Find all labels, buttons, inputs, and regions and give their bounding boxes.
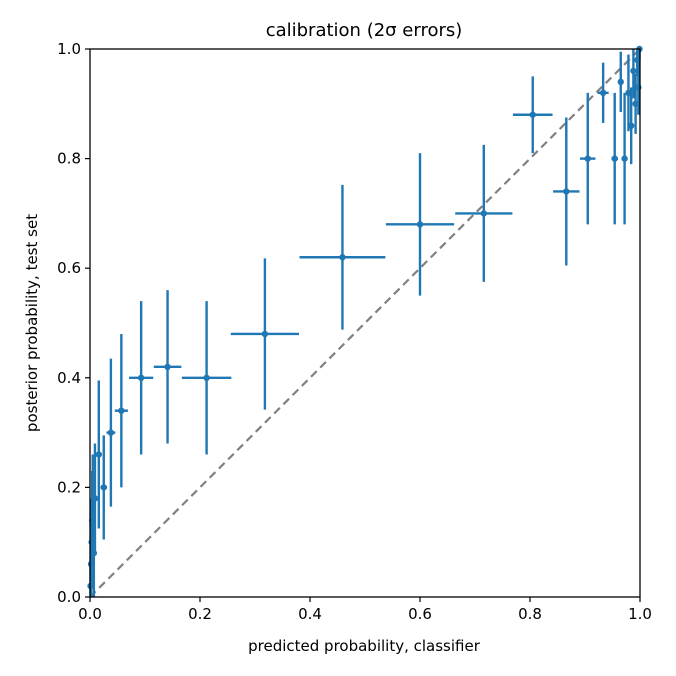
data-point [203,374,210,381]
x-tick-label: 0.2 [188,605,212,623]
data-point [599,89,607,97]
axes-frame [89,48,641,598]
data-point [480,210,487,217]
data-point [107,429,115,436]
data-point [100,484,107,491]
y-tick-label: 0.2 [57,478,81,496]
x-tick-label: 0.8 [518,605,542,623]
y-axis-label: posterior probability, test set [23,214,41,432]
data-point [339,254,346,261]
data-point [118,407,125,414]
y-tick-label: 0.4 [57,369,81,387]
data-point [584,155,591,162]
plot-area: 0.0 0.2 0.4 0.6 0.8 1.0 0.0 0.2 0.4 0.6 0.8 1.0 [57,40,652,623]
data-point [611,155,618,162]
data-point [164,363,171,371]
x-axis-label: predicted probability, classifier [248,637,481,655]
y-tick-label: 1.0 [57,40,81,58]
data-point [630,67,637,75]
data-point [416,221,424,228]
chart-title: calibration (2σ errors) [266,20,463,41]
x-tick-label: 0.6 [408,605,432,623]
data-point [617,78,624,86]
x-tick-label: 0.4 [298,605,322,623]
data-point [529,111,536,118]
data-point [95,451,103,458]
x-tick-label: 1.0 [628,605,652,623]
data-point [563,188,570,195]
y-tick-label: 0.8 [57,150,81,168]
data-point [621,155,628,162]
y-tick-label: 0.6 [57,259,81,277]
data-point [261,330,269,338]
data-point [91,495,99,502]
data-point [137,374,145,381]
y-tick-label: 0.0 [57,588,81,606]
data-point [628,122,635,129]
x-tick-label: 0.0 [78,605,102,623]
